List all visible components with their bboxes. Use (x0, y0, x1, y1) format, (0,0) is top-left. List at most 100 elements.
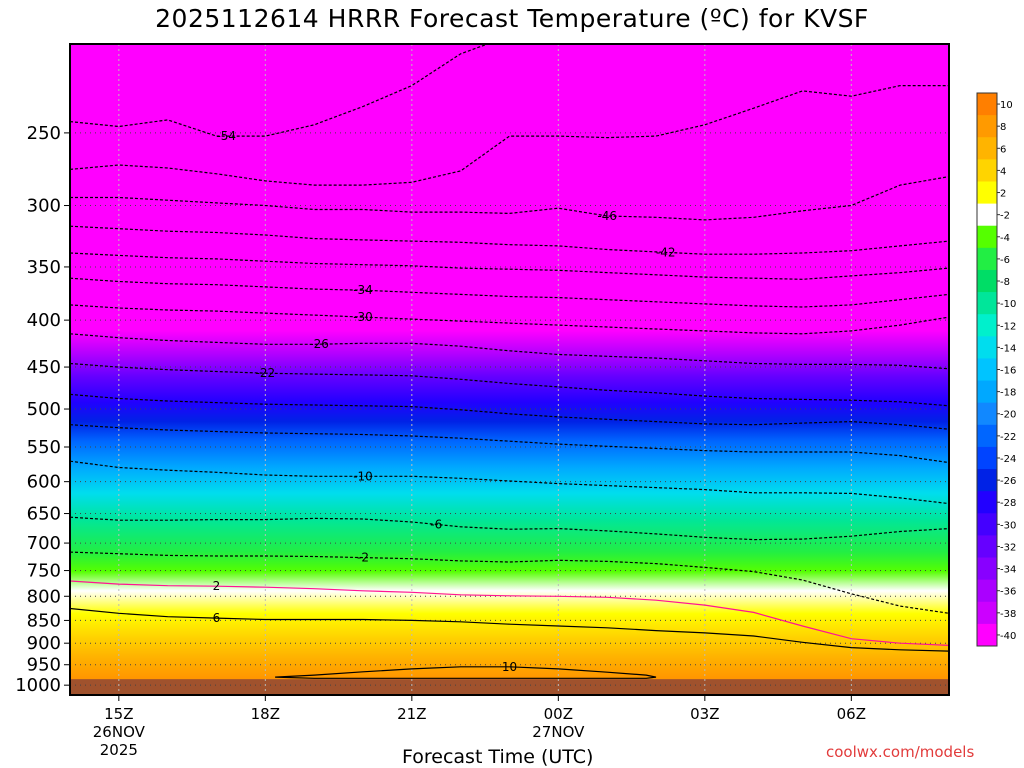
colorbar-label: -10 (1000, 299, 1016, 310)
isotherm-line (70, 424, 949, 464)
isotherm-line (70, 607, 949, 652)
y-tick-label: 650 (27, 504, 61, 525)
colorbar-label: -22 (1000, 432, 1016, 443)
colorbar-label: -32 (1000, 542, 1016, 553)
isotherm-line (70, 252, 949, 280)
colorbar-label: 8 (1000, 122, 1006, 133)
isotherm-line (70, 551, 949, 614)
isotherm-label: 6 (213, 611, 221, 625)
isotherm-label: -6 (430, 517, 442, 531)
colorbar-label: -38 (1000, 609, 1016, 620)
colorbar-swatch (977, 424, 997, 448)
colorbar-label: -24 (1000, 454, 1016, 465)
colorbar-swatch (977, 137, 997, 160)
colorbar-swatch (977, 93, 997, 116)
isotherm-label: -54 (216, 129, 236, 143)
colorbar-label: 4 (1000, 166, 1006, 177)
colorbar-label: 10 (1000, 100, 1013, 111)
colorbar-swatch (977, 446, 997, 470)
isotherm-line (70, 277, 949, 308)
colorbar-swatch (977, 380, 997, 404)
colorbar-label: -20 (1000, 410, 1016, 421)
plot-frame (69, 43, 950, 696)
y-tick-label: 500 (27, 399, 61, 420)
y-tick-label: 700 (27, 533, 61, 554)
colorbar-swatch (977, 491, 997, 514)
isotherm-line (70, 333, 949, 370)
colorbar-label: 2 (1000, 189, 1006, 200)
y-tick-label: 400 (27, 310, 61, 331)
colorbar-swatch (977, 247, 997, 271)
colorbar-label: -12 (1000, 321, 1016, 332)
x-axis-label: Forecast Time (UTC) (402, 746, 594, 768)
y-axis: 2503003504004505005506006507007508008509… (15, 123, 70, 696)
colorbar-swatch (977, 336, 997, 359)
isotherm-line (275, 666, 657, 679)
isotherm-line (70, 516, 949, 541)
colorbar-swatch (977, 292, 997, 315)
colorbar-swatch (977, 225, 997, 249)
y-tick-label: 550 (27, 437, 61, 458)
colorbar-swatch (977, 181, 997, 205)
x-tick-label: 21Z (397, 705, 426, 723)
y-tick-label: 900 (27, 633, 61, 654)
colorbar-swatch (977, 535, 997, 559)
isotherm-label: -10 (353, 469, 373, 483)
isotherm-line (70, 176, 949, 221)
x-tick-label: 00Z (544, 705, 573, 723)
colorbar-label: -34 (1000, 565, 1016, 576)
isotherm-label: -34 (353, 283, 373, 297)
colorbar-swatch (977, 115, 997, 138)
colorbar-swatch (977, 159, 997, 182)
credit-text: coolwx.com/models (826, 743, 975, 761)
y-tick-label: 300 (27, 196, 61, 217)
y-tick-label: 850 (27, 610, 61, 631)
x-tick-date: 26NOV (93, 723, 146, 741)
isotherm-label: -2 (357, 551, 369, 565)
colorbar-swatch (977, 203, 997, 227)
colorbar-swatch (977, 557, 997, 581)
colorbar-label: -4 (1000, 233, 1010, 244)
isotherm-label: -30 (353, 310, 373, 324)
isotherm-line (70, 85, 949, 186)
isotherm-line (70, 460, 949, 505)
isotherm-line (70, 304, 949, 335)
temperature-field (70, 44, 949, 695)
isotherm-line (70, 225, 949, 255)
x-tick-label: 18Z (251, 705, 280, 723)
colorbar-swatch (977, 269, 997, 293)
y-tick-label: 950 (27, 655, 61, 676)
y-tick-label: 750 (27, 561, 61, 582)
colorbar-label: -6 (1000, 255, 1010, 266)
y-tick-label: 350 (27, 257, 61, 278)
x-tick-label: 15Z (104, 705, 133, 723)
colorbar-label: -14 (1000, 343, 1016, 354)
y-tick-label: 800 (27, 586, 61, 607)
colorbar-swatch (977, 314, 997, 337)
isotherm-label: -26 (309, 337, 329, 351)
colorbar-label: -2 (1000, 211, 1010, 222)
x-tick-year: 2025 (100, 741, 138, 759)
colorbar-label: 6 (1000, 144, 1006, 155)
colorbar-label: -18 (1000, 388, 1016, 399)
colorbar-swatch (977, 623, 997, 647)
colorbar-label: -26 (1000, 476, 1016, 487)
isotherm-label: -22 (256, 366, 276, 380)
y-tick-label: 600 (27, 472, 61, 493)
colorbar-label: -28 (1000, 498, 1016, 509)
x-tick-label: 06Z (837, 705, 866, 723)
colorbar-label: -40 (1000, 631, 1016, 642)
isotherm-line (70, 580, 949, 646)
isotherm-line (70, 393, 949, 430)
isotherm-label: -46 (597, 209, 617, 223)
x-tick-date: 27NOV (532, 723, 585, 741)
colorbar-label: -30 (1000, 520, 1016, 531)
chart-title: 2025112614 HRRR Forecast Temperature (ºC… (155, 4, 869, 33)
colorbar-swatch (977, 358, 997, 382)
colorbar-swatch (977, 579, 997, 603)
colorbar-swatch (977, 601, 997, 625)
isotherm-label: 10 (502, 660, 517, 674)
